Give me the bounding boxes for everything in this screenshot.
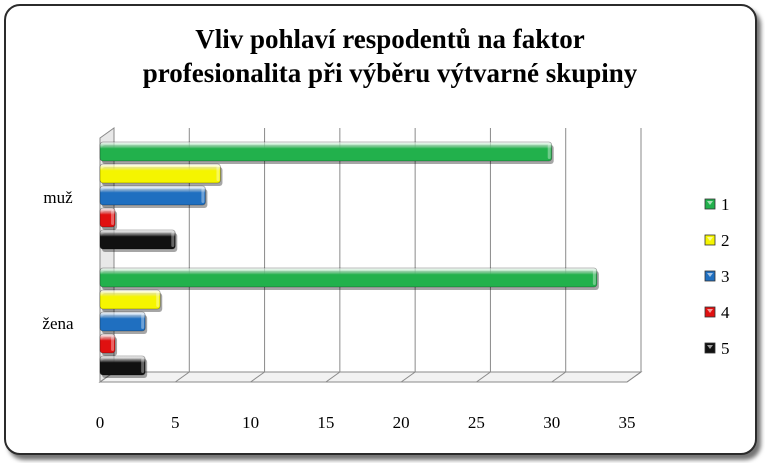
x-tick-label: 10 xyxy=(242,413,259,432)
legend-label: 3 xyxy=(721,267,730,286)
bar-muž-series-2 xyxy=(99,163,223,186)
x-tick-labels: 0 5 10 15 20 25 30 35 xyxy=(96,413,636,432)
bar-žena-series-4 xyxy=(99,333,118,356)
gridline-floor xyxy=(174,371,190,383)
bar-muž-series-5 xyxy=(99,229,178,252)
legend-item-4: 4 xyxy=(704,303,730,322)
x-tick-label: 5 xyxy=(171,413,180,432)
bar-muž-series-1 xyxy=(99,141,554,164)
bar-muž-series-3 xyxy=(99,185,208,208)
bar-žena-series-3 xyxy=(99,311,148,334)
bar-žena-series-2 xyxy=(99,289,163,312)
gridline-floor xyxy=(626,371,642,383)
x-tick-label: 25 xyxy=(468,413,485,432)
x-tick-label: 15 xyxy=(317,413,334,432)
category-label: žena xyxy=(42,314,74,333)
category-label: muž xyxy=(43,188,73,207)
legend-item-1: 1 xyxy=(704,195,730,214)
gridlines xyxy=(99,128,642,383)
bars xyxy=(99,141,599,378)
bar-muž-series-4 xyxy=(99,207,118,230)
category-labels: muž žena xyxy=(42,188,74,333)
x-tick-label: 20 xyxy=(393,413,410,432)
gridline-floor xyxy=(551,371,567,383)
bar-žena-series-5 xyxy=(99,355,148,378)
legend-label: 2 xyxy=(721,231,730,250)
gridline-floor xyxy=(476,371,491,383)
gridline-floor xyxy=(250,371,265,383)
x-tick-label: 35 xyxy=(619,413,636,432)
gridline-floor xyxy=(325,371,341,383)
x-tick-label: 0 xyxy=(96,413,105,432)
legend-label: 4 xyxy=(721,303,730,322)
bar-žena-series-1 xyxy=(99,267,599,290)
legend-item-3: 3 xyxy=(704,267,730,286)
legend-item-5: 5 xyxy=(704,339,730,358)
x-tick-label: 30 xyxy=(543,413,560,432)
legend: 1 2 3 4 5 xyxy=(704,195,730,358)
legend-item-2: 2 xyxy=(704,231,730,250)
legend-label: 1 xyxy=(721,195,730,214)
floor xyxy=(98,371,643,383)
chart-title: Vliv pohlaví respodentů na faktor profes… xyxy=(60,22,720,90)
chart-title-line-1: Vliv pohlaví respodentů na faktor xyxy=(195,24,585,54)
legend-label: 5 xyxy=(721,339,730,358)
gridline-floor xyxy=(400,371,416,383)
chart-title-line-2: profesionalita při výběru výtvarné skupi… xyxy=(142,58,638,88)
